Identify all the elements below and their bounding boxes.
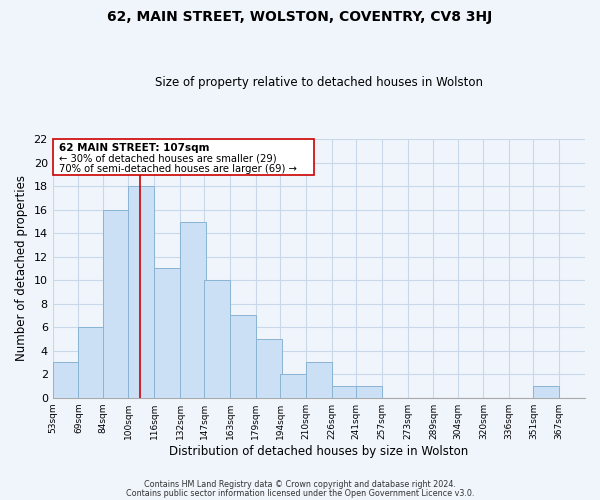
Bar — [103, 210, 128, 398]
Bar — [53, 362, 79, 398]
Bar — [180, 222, 206, 398]
Text: ← 30% of detached houses are smaller (29): ← 30% of detached houses are smaller (29… — [59, 154, 277, 164]
Bar — [356, 386, 382, 398]
Bar — [128, 186, 154, 398]
Bar — [230, 316, 256, 398]
Bar — [256, 339, 282, 398]
Title: Size of property relative to detached houses in Wolston: Size of property relative to detached ho… — [155, 76, 483, 90]
FancyBboxPatch shape — [53, 140, 314, 174]
Text: 70% of semi-detached houses are larger (69) →: 70% of semi-detached houses are larger (… — [59, 164, 297, 174]
Bar — [79, 327, 104, 398]
Y-axis label: Number of detached properties: Number of detached properties — [15, 176, 28, 362]
X-axis label: Distribution of detached houses by size in Wolston: Distribution of detached houses by size … — [169, 444, 469, 458]
Text: Contains public sector information licensed under the Open Government Licence v3: Contains public sector information licen… — [126, 488, 474, 498]
Bar — [332, 386, 358, 398]
Bar — [205, 280, 230, 398]
Bar — [280, 374, 306, 398]
Text: 62, MAIN STREET, WOLSTON, COVENTRY, CV8 3HJ: 62, MAIN STREET, WOLSTON, COVENTRY, CV8 … — [107, 10, 493, 24]
Text: Contains HM Land Registry data © Crown copyright and database right 2024.: Contains HM Land Registry data © Crown c… — [144, 480, 456, 489]
Bar — [154, 268, 180, 398]
Bar — [306, 362, 332, 398]
Bar — [533, 386, 559, 398]
Text: 62 MAIN STREET: 107sqm: 62 MAIN STREET: 107sqm — [59, 144, 209, 154]
